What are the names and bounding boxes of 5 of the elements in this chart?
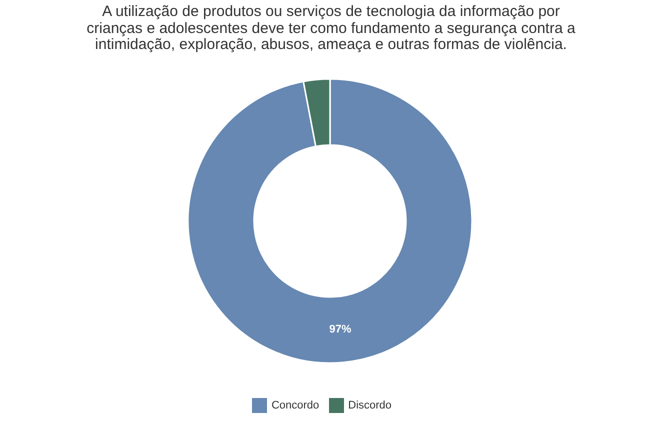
chart-title: A utilização de produtos ou serviços de tecnologia da informação por crianças e adolescentes deve ter como fundamento a segurança contra a intimidação, exploração, abusos, ameaça e outras formas de violência. (86, 3, 576, 54)
donut-slice (187, 78, 473, 364)
data-label: 97% (329, 324, 352, 336)
legend-label: Discordo (348, 399, 392, 412)
legend-label: Concordo (271, 399, 320, 412)
